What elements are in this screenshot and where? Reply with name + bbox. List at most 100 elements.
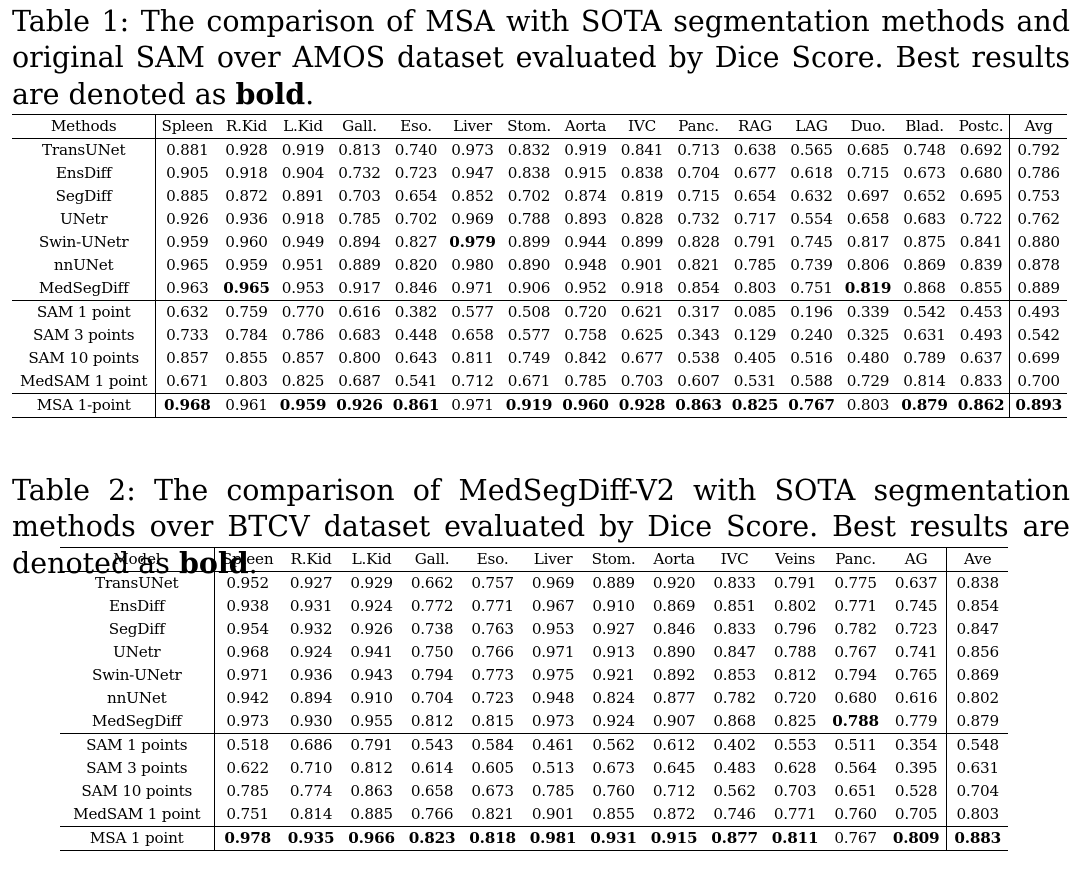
table-cell: 0.677	[620, 349, 664, 367]
table-cell: 0.702	[394, 210, 438, 228]
row-label: SAM 10 points	[12, 347, 157, 370]
table-cell: 0.853	[713, 666, 756, 684]
table-cell: 0.788	[773, 643, 817, 661]
table-cell: 0.928	[225, 141, 268, 159]
table-cell: 0.812	[410, 712, 454, 730]
table-cell: 0.767	[834, 829, 877, 847]
table-cell: 0.562	[583, 733, 644, 757]
table-cell: 0.931	[289, 597, 333, 615]
table-cell: 0.818	[469, 829, 516, 847]
table-cell: 0.770	[274, 300, 332, 324]
table-cell: 0.851	[713, 597, 756, 615]
table1-header-row: Methods Spleen R.Kid L.Kid Gall. Eso. Liver Sto…	[12, 114, 1067, 139]
table-cell: 0.981	[529, 829, 577, 847]
table1-header-cell: Eso.	[400, 117, 432, 135]
table-cell: 0.926	[166, 210, 209, 228]
table-cell: 0.883	[946, 826, 1008, 851]
table-cell: 0.869	[946, 664, 1008, 687]
table-cell: 0.979	[449, 233, 496, 251]
table-cell: 0.702	[507, 187, 551, 205]
table-cell: 0.339	[839, 300, 897, 324]
table-cell: 0.905	[166, 164, 209, 182]
table-cell: 0.685	[846, 141, 890, 159]
table-cell: 0.869	[903, 256, 946, 274]
table1: Methods Spleen R.Kid L.Kid Gall. Eso. Liver Sto…	[12, 114, 1067, 418]
table2-header-cell: L.Kid	[351, 550, 392, 568]
table-cell: 0.782	[713, 689, 756, 707]
table-row: SAM 1 points 0.518 0.686 0.791 0.543 0.584 0.4…	[60, 733, 1008, 757]
table-cell: 0.553	[764, 733, 826, 757]
table-cell: 0.838	[507, 164, 551, 182]
table-cell: 0.885	[166, 187, 209, 205]
table-cell: 0.901	[620, 256, 664, 274]
table-cell: 0.828	[620, 210, 664, 228]
table-cell: 0.838	[620, 164, 664, 182]
table-cell: 0.975	[531, 666, 575, 684]
table-cell: 0.695	[959, 187, 1003, 205]
table-cell: 0.846	[394, 279, 438, 297]
table-cell: 0.899	[507, 233, 551, 251]
table-cell: 0.833	[959, 372, 1003, 390]
table-cell: 0.944	[564, 233, 607, 251]
table-cell: 0.673	[903, 164, 946, 182]
table-cell: 0.980	[451, 256, 494, 274]
table-row: SAM 3 points 0.622 0.710 0.812 0.614 0.605 0.5…	[60, 757, 1008, 780]
table-cell: 0.741	[894, 643, 938, 661]
table-cell: 0.541	[394, 372, 438, 390]
table-cell: 0.085	[726, 300, 784, 324]
table-cell: 0.325	[846, 326, 890, 344]
table-cell: 0.806	[846, 256, 890, 274]
table-cell: 0.917	[338, 279, 381, 297]
table-cell: 0.832	[507, 141, 551, 159]
table-cell: 0.963	[166, 279, 209, 297]
table-row: SAM 3 points 0.733 0.784 0.786 0.683 0.448 0.6…	[12, 324, 1067, 347]
table-cell: 0.811	[451, 349, 494, 367]
row-label: Swin-UNetr	[60, 664, 215, 687]
table-cell: 0.856	[946, 641, 1008, 664]
table-cell: 0.531	[733, 372, 777, 390]
table-cell: 0.749	[507, 349, 551, 367]
table-cell: 0.846	[652, 620, 696, 638]
table-cell: 0.753	[1009, 185, 1067, 208]
table-cell: 0.973	[451, 141, 494, 159]
table-cell: 0.854	[677, 279, 720, 297]
table-cell: 0.814	[903, 372, 946, 390]
table-cell: 0.932	[289, 620, 333, 638]
table-cell: 0.704	[946, 780, 1008, 803]
table-cell: 0.395	[894, 759, 938, 777]
table-row: SegDiff 0.954 0.932 0.926 0.738 0.763 0.953 0.9…	[60, 618, 1008, 641]
table2-header-cell: Eso.	[476, 550, 509, 568]
table-row: TransUNet 0.881 0.928 0.919 0.813 0.740 0.973 0…	[12, 138, 1067, 162]
table-cell: 0.705	[894, 805, 938, 823]
table-cell: 0.767	[834, 643, 877, 661]
table-cell: 0.628	[773, 759, 817, 777]
table-cell: 0.779	[894, 712, 938, 730]
table-cell: 0.875	[903, 233, 946, 251]
table-cell: 0.904	[281, 164, 325, 182]
table-cell: 0.894	[338, 233, 381, 251]
table-cell: 0.562	[713, 782, 756, 800]
table-cell: 0.942	[226, 689, 269, 707]
table-cell: 0.823	[408, 829, 456, 847]
table-cell: 0.621	[613, 300, 671, 324]
table-cell: 0.919	[505, 396, 553, 414]
table-cell: 0.935	[287, 829, 335, 847]
table-cell: 0.833	[713, 574, 756, 592]
table-cell: 0.820	[394, 256, 438, 274]
table-cell: 0.788	[507, 210, 551, 228]
table1-body: TransUNet 0.881 0.928 0.919 0.813 0.740 0.973 0…	[12, 138, 1067, 418]
table-cell: 0.643	[394, 349, 438, 367]
table-cell: 0.879	[946, 710, 1008, 734]
table-cell: 0.803	[846, 396, 890, 414]
table-cell: 0.872	[225, 187, 268, 205]
table-cell: 0.759	[218, 300, 275, 324]
table-cell: 0.616	[894, 689, 938, 707]
table-cell: 0.240	[790, 326, 833, 344]
table-cell: 0.812	[350, 759, 393, 777]
table-row: SAM 10 points 0.857 0.855 0.857 0.800 0.643 0.…	[12, 347, 1067, 370]
table-cell: 0.862	[957, 396, 1005, 414]
table-cell: 0.760	[592, 782, 635, 800]
table-cell: 0.717	[733, 210, 777, 228]
table-cell: 0.847	[713, 643, 756, 661]
table-cell: 0.959	[225, 256, 268, 274]
